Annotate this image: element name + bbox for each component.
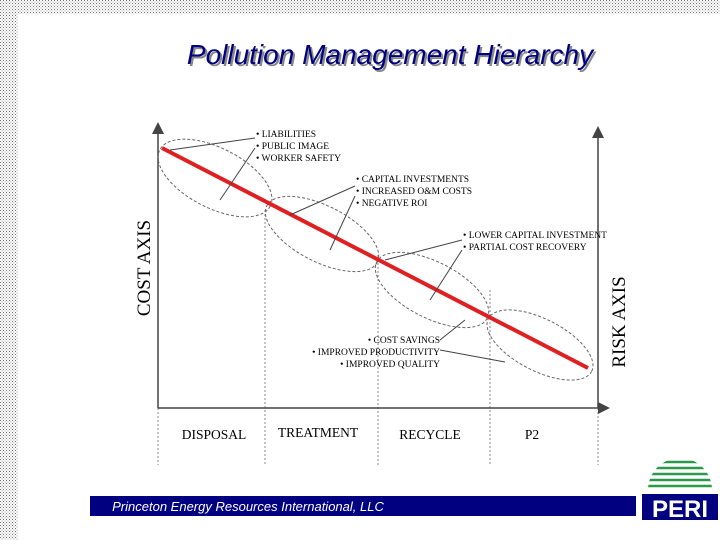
border-top (0, 0, 720, 14)
stage-label: TREATMENT (278, 425, 359, 440)
risk-axis-label: RISK AXIS (609, 276, 630, 367)
cost-risk-line (161, 146, 589, 370)
callout-1: • LIABILITIES • PUBLIC IMAGE • WORKER SA… (256, 130, 341, 164)
callout-item: • PUBLIC IMAGE (256, 142, 329, 152)
stage-label: P2 (525, 427, 539, 442)
logo-text: PERI (652, 496, 708, 523)
callout-pointers (169, 137, 506, 363)
title: Pollution Management Hierarchy (187, 39, 595, 70)
callout-item: • NEGATIVE ROI (356, 199, 427, 209)
callout-item: • PARTIAL COST RECOVERY (463, 243, 587, 253)
cost-axis-label: COST AXIS (134, 220, 155, 316)
callout-item: • LIABILITIES (256, 130, 316, 140)
callout-item: • CAPITAL INVESTMENTS (356, 175, 469, 185)
stage-label: RECYCLE (399, 427, 461, 442)
axes (152, 122, 610, 414)
footer-bar (90, 496, 636, 516)
border-left (0, 0, 18, 540)
callout-item: • IMPROVED QUALITY (340, 360, 440, 370)
callout-item: • COST SAVINGS (368, 336, 440, 346)
title-shadow: Pollution Management Hierarchy (189, 41, 597, 72)
logo: PERI (642, 460, 718, 523)
footer-text: Princeton Energy Resources International… (112, 499, 384, 514)
callout-3: • LOWER CAPITAL INVESTMENT • PARTIAL COS… (463, 231, 607, 253)
stage-label: DISPOSAL (182, 427, 247, 442)
callout-2: • CAPITAL INVESTMENTS • INCREASED O&M CO… (356, 175, 472, 209)
callout-item: • LOWER CAPITAL INVESTMENT (463, 231, 607, 241)
callout-4: • COST SAVINGS • IMPROVED PRODUCTIVITY •… (312, 336, 440, 370)
callout-item: • WORKER SAFETY (256, 154, 341, 164)
callout-item: • INCREASED O&M COSTS (356, 187, 472, 197)
callout-item: • IMPROVED PRODUCTIVITY (312, 348, 440, 358)
